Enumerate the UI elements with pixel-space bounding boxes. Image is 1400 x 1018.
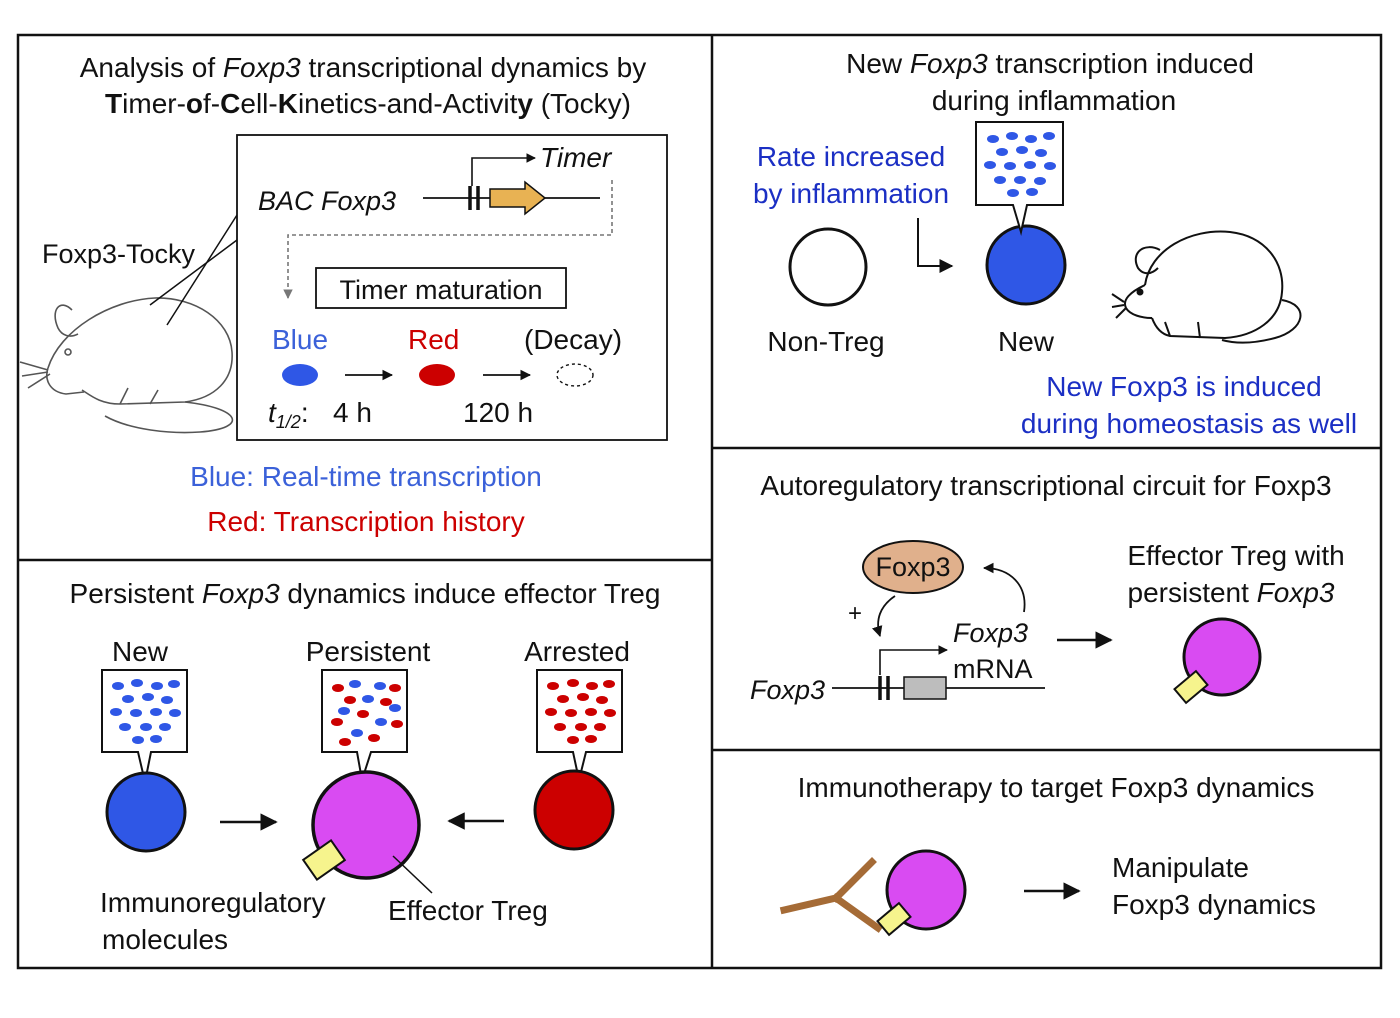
transcription-start-arrow — [471, 153, 536, 186]
arrested-treg-circle — [533, 769, 615, 851]
blue-timer-form — [282, 364, 318, 386]
non-treg-cell — [788, 227, 868, 307]
half-life-label: t1/2: — [268, 397, 309, 432]
manipulate-label-line2: Foxp3 dynamics — [1112, 889, 1316, 920]
stage-blue-label: Blue — [272, 324, 328, 355]
timer-maturation-label: Timer maturation — [339, 275, 542, 305]
timer-label: Timer — [540, 142, 613, 173]
new-treg-circle — [105, 771, 187, 853]
arrested-stage-label: Arrested — [524, 636, 630, 667]
new-treg-cell — [985, 224, 1067, 306]
panel-c-title: Persistent Foxp3 dynamics induce effecto… — [70, 578, 661, 609]
panel-autoregulatory-circuit: Autoregulatory transcriptional circuit f… — [750, 470, 1345, 705]
half-life-blue: 4 h — [333, 397, 372, 428]
targeted-molecule — [876, 901, 912, 937]
translation-arrow — [982, 562, 1026, 613]
red-timer-form — [419, 364, 455, 386]
effector-with-label-line1: Effector Treg with — [1127, 540, 1344, 571]
panel-d-title: Autoregulatory transcriptional circuit f… — [760, 470, 1331, 501]
foxp3-gene-label: Foxp3 — [750, 675, 825, 705]
persistent-effector-molecule — [1173, 669, 1209, 705]
stage-decay-label: (Decay) — [524, 324, 622, 355]
non-treg-label: Non-Treg — [767, 326, 884, 357]
panel-new-transcription: New Foxp3 transcription induced during i… — [753, 48, 1357, 439]
rate-label-line2: by inflammation — [753, 178, 949, 209]
targeted-treg-cell — [885, 849, 967, 931]
new-stage-label: New — [112, 636, 169, 667]
panel-e-title: Immunotherapy to target Foxp3 dynamics — [798, 772, 1315, 803]
panel-persistent-dynamics: Persistent Foxp3 dynamics induce effecto… — [70, 578, 661, 955]
manipulate-label-line1: Manipulate — [1112, 852, 1249, 883]
positive-regulation-sign: + — [848, 600, 862, 627]
decayed-timer-form — [556, 363, 594, 387]
legend-blue: Blue: Real-time transcription — [190, 461, 542, 492]
panel-immunotherapy: Immunotherapy to target Foxp3 dynamics M… — [779, 772, 1316, 937]
foxp3-mrna-italic: Foxp3 — [953, 618, 1028, 648]
foxp3-protein — [862, 540, 964, 594]
persistent-effector-cell — [1182, 617, 1262, 697]
tocky-mouse-illustration — [19, 297, 234, 434]
autoregulation-arrow — [871, 595, 896, 638]
mouse-callout-line-2 — [149, 239, 238, 306]
timer-gene-arrow — [489, 180, 547, 216]
stage-red-label: Red — [408, 324, 459, 355]
immunoregulatory-label-line2: molecules — [102, 924, 228, 955]
foxp3-mrna-label: mRNA — [953, 654, 1033, 684]
arrested-stage-callout — [536, 669, 623, 781]
effector-with-label-line2: persistent Foxp3 — [1128, 577, 1335, 608]
panel-b-title: New Foxp3 transcription induced — [846, 48, 1254, 79]
homeostasis-note-line1: New Foxp3 is induced — [1046, 371, 1321, 402]
gene-transcription-arrow — [879, 645, 948, 675]
effector-callout-line — [392, 855, 433, 894]
half-life-red: 120 h — [463, 397, 533, 428]
rate-label-line1: Rate increased — [757, 141, 945, 172]
immunoregulatory-molecule — [301, 839, 347, 881]
foxp3-gene-body — [903, 676, 947, 700]
panel-frames — [16, 33, 1383, 970]
persistent-stage-callout — [321, 669, 408, 781]
panel-b-title-line2: during inflammation — [932, 85, 1176, 116]
inflammation-arrow — [917, 218, 954, 273]
effector-treg-label: Effector Treg — [388, 895, 548, 926]
immunoregulatory-label-line1: Immunoregulatory — [100, 887, 326, 918]
mouse-label: Foxp3-Tocky — [42, 239, 196, 269]
mouse-callout-line — [166, 214, 238, 326]
new-stage-callout — [101, 669, 188, 783]
antibody-icon — [779, 857, 883, 933]
panel-a-subtitle: Timer-of-Cell-Kinetics-and-Activity (Toc… — [105, 88, 631, 119]
inflamed-mouse-illustration — [1111, 230, 1302, 344]
panel-a-title: Analysis of Foxp3 transcriptional dynami… — [80, 52, 646, 83]
homeostasis-note-line2: during homeostasis as well — [1021, 408, 1357, 439]
panel-tocky-analysis: Analysis of Foxp3 transcriptional dynami… — [19, 52, 668, 537]
bac-foxp3-label: BAC Foxp3 — [258, 186, 396, 216]
new-cell-label: New — [998, 326, 1055, 357]
maturation-dotted-arrow — [283, 180, 613, 299]
timer-maturation-box — [315, 267, 567, 309]
foxp3-protein-label: Foxp3 — [875, 552, 950, 582]
legend-red: Red: Transcription history — [207, 506, 524, 537]
new-cell-callout — [975, 121, 1064, 236]
persistent-stage-label: Persistent — [306, 636, 431, 667]
